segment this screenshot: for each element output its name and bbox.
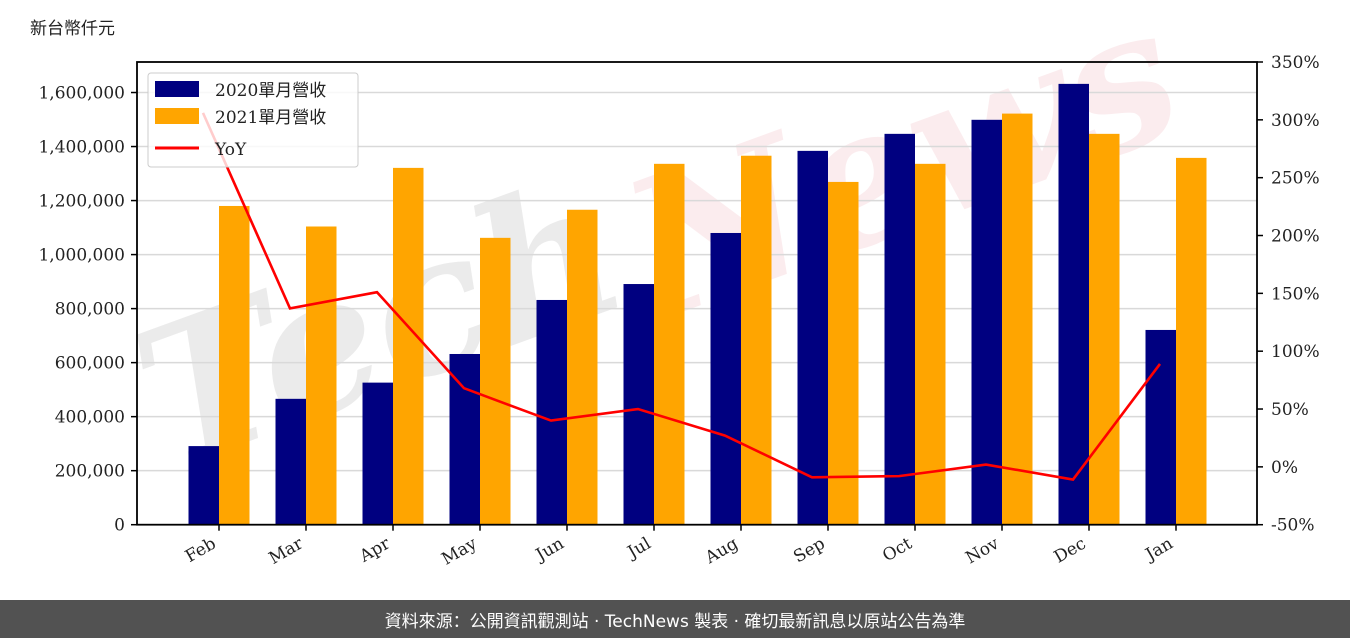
left-axis-tick-label: 1,200,000 [38, 192, 125, 212]
bar-2021-jun [567, 209, 598, 525]
x-axis-label-aug: Aug [701, 534, 742, 569]
x-axis-label-jun: Jun [531, 534, 568, 567]
x-axis-label-apr: Apr [356, 533, 395, 567]
right-axis-tick-label: 100% [1271, 342, 1320, 362]
chart: TechNews 0200,000400,000600,000800,0001,… [38, 0, 1320, 570]
left-axis-tick-label: 1,000,000 [38, 246, 125, 266]
left-axis-tick-label: 1,400,000 [38, 138, 125, 158]
right-axis-tick-label: -50% [1271, 516, 1315, 536]
bar-2020-jan [1145, 329, 1176, 525]
bar-2020-nov [971, 119, 1002, 525]
bar-2020-feb [188, 446, 219, 525]
legend-swatch-2021 [155, 108, 199, 124]
bar-2021-aug [741, 155, 772, 525]
x-axis-label-feb: Feb [182, 534, 220, 567]
right-axis-tick-label: 300% [1271, 111, 1320, 131]
right-axis-tick-label: 150% [1271, 284, 1320, 304]
bar-2021-dec [1089, 133, 1120, 525]
bar-2021-sep [828, 181, 859, 525]
bar-2020-oct [884, 133, 915, 525]
bar-2021-nov [1002, 113, 1033, 525]
bar-2020-jul [623, 284, 654, 525]
legend-box [147, 72, 359, 168]
x-axis-label-jul: Jul [623, 534, 655, 564]
bar-2021-may [480, 237, 511, 525]
left-axis-tick-label: 200,000 [55, 462, 125, 482]
bar-2020-jun [536, 299, 567, 525]
bar-2021-mar [306, 226, 337, 525]
y-axis-unit-label: 新台幣仟元 [30, 19, 115, 39]
bar-2020-mar [275, 398, 306, 525]
x-axis-label-jan: Jan [1141, 534, 1177, 566]
legend-label-2021: 2021單月營收 [215, 108, 326, 128]
right-axis-tick-label: 350% [1271, 53, 1320, 73]
bar-2021-jul [654, 163, 685, 525]
bar-2020-aug [710, 232, 741, 525]
footer-text: 資料來源：公開資訊觀測站 · TechNews 製表 · 確切最新訊息以原站公告… [384, 611, 966, 632]
bar-2020-dec [1058, 83, 1089, 525]
left-axis-tick-label: 600,000 [55, 354, 125, 374]
legend-label-yoy: YoY [214, 140, 247, 160]
left-axis-tick-label: 0 [114, 516, 125, 536]
left-axis-tick-label: 1,600,000 [38, 84, 125, 104]
left-axis-tick-label: 800,000 [55, 300, 125, 320]
bar-series [188, 83, 1207, 525]
x-axis-label-may: May [438, 534, 481, 570]
bar-2021-oct [915, 163, 946, 525]
right-axis-tick-label: 0% [1271, 458, 1298, 478]
bar-2021-jan [1176, 157, 1207, 525]
x-axis-label-mar: Mar [266, 533, 308, 569]
left-axis-tick-label: 400,000 [55, 408, 125, 428]
legend-label-2020: 2020單月營收 [215, 81, 326, 101]
legend-swatch-2020 [155, 81, 199, 97]
right-axis-tick-label: 250% [1271, 169, 1320, 189]
bar-2021-feb [219, 205, 250, 525]
bar-2020-sep [797, 150, 828, 525]
right-axis-tick-label: 50% [1271, 400, 1309, 420]
bar-2020-may [449, 353, 480, 525]
legend: 2020單月營收 2021單月營收 YoY [147, 72, 359, 168]
x-axis-label-oct: Oct [879, 534, 915, 567]
bar-2021-apr [393, 167, 424, 525]
yoy-line [201, 112, 1162, 482]
source-footer: 資料來源：公開資訊觀測站 · TechNews 製表 · 確切最新訊息以原站公告… [0, 600, 1350, 638]
x-axis-label-nov: Nov [962, 534, 1002, 569]
x-axis-label-sep: Sep [790, 534, 828, 568]
yoy-line-series [201, 112, 1162, 482]
bar-2020-apr [362, 382, 393, 525]
right-axis-tick-label: 200% [1271, 227, 1320, 247]
x-axis-label-dec: Dec [1051, 534, 1090, 568]
